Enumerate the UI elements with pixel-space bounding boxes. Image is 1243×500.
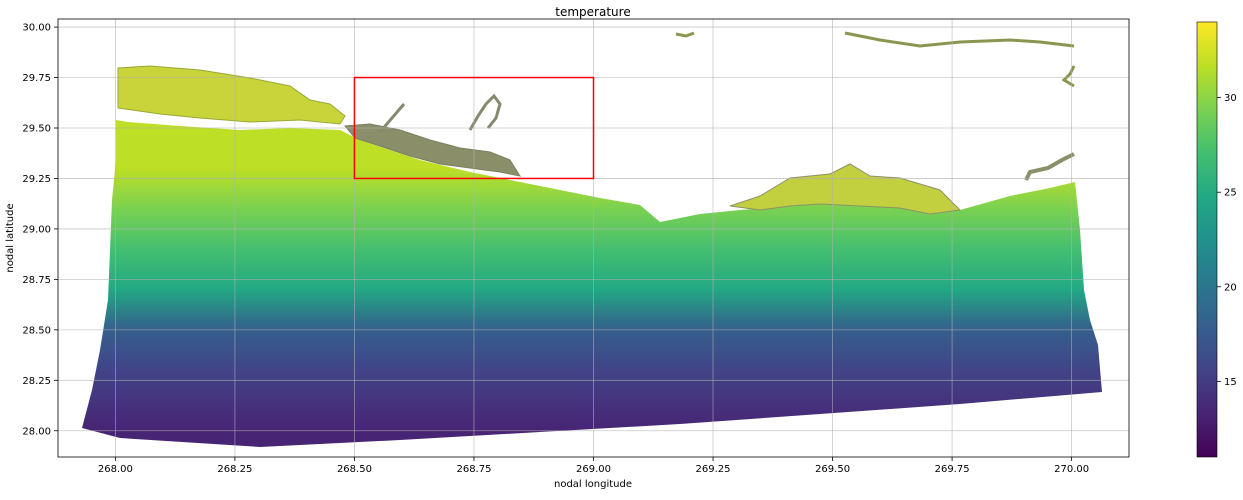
colorbar-tick-label: 15: [1224, 377, 1237, 388]
y-tick-label: 30.00: [22, 23, 51, 34]
highlight-box: [353, 76, 595, 180]
x-axis-label: nodal longitude: [554, 479, 632, 490]
chart-title: temperature: [555, 5, 630, 19]
north-coastline: [844, 31, 1075, 48]
y-axis-label: nodal latitude: [5, 203, 16, 272]
x-axis-ticks: 268.00 268.25 268.50 268.75 269.00 269.25 269.…: [98, 457, 1089, 475]
y-tick-label: 29.75: [22, 73, 51, 84]
colorbar-tick-label: 25: [1224, 188, 1237, 199]
y-tick-label: 29.50: [22, 123, 51, 134]
y-tick-label: 29.00: [22, 224, 51, 235]
y-tick-label: 28.00: [22, 426, 51, 437]
x-tick-label: 269.00: [576, 464, 611, 475]
east-islands: [729, 163, 962, 215]
colorbar-tick-label: 20: [1224, 282, 1237, 293]
temperature-field: [82, 31, 1102, 447]
x-tick-label: 269.50: [815, 464, 850, 475]
north-land-strip: [117, 65, 346, 125]
colorbar-ticks: 15 20 25 30: [1217, 93, 1237, 388]
colorbar-tick-label: 30: [1224, 93, 1237, 104]
x-tick-label: 268.25: [217, 464, 252, 475]
x-tick-label: 268.50: [337, 464, 372, 475]
delta-channel: [378, 103, 406, 133]
x-tick-label: 268.00: [98, 464, 133, 475]
x-gridlines: [114, 19, 1073, 457]
delta-channel: [468, 93, 502, 131]
y-tick-label: 28.25: [22, 376, 51, 387]
delta-region: [343, 123, 522, 177]
colorbar: [1196, 21, 1218, 458]
y-tick-label: 28.50: [22, 325, 51, 336]
x-tick-label: 269.75: [935, 464, 970, 475]
north-coastline: [675, 31, 695, 38]
y-tick-label: 29.25: [22, 174, 51, 185]
y-tick-label: 28.75: [22, 275, 51, 286]
x-tick-label: 268.75: [456, 464, 491, 475]
y-axis-ticks: 28.00 28.25 28.50 28.75 29.00 29.25 29.50 29.75…: [22, 23, 58, 437]
x-tick-label: 270.00: [1054, 464, 1089, 475]
x-tick-label: 269.25: [696, 464, 731, 475]
east-coastline: [1024, 152, 1075, 181]
